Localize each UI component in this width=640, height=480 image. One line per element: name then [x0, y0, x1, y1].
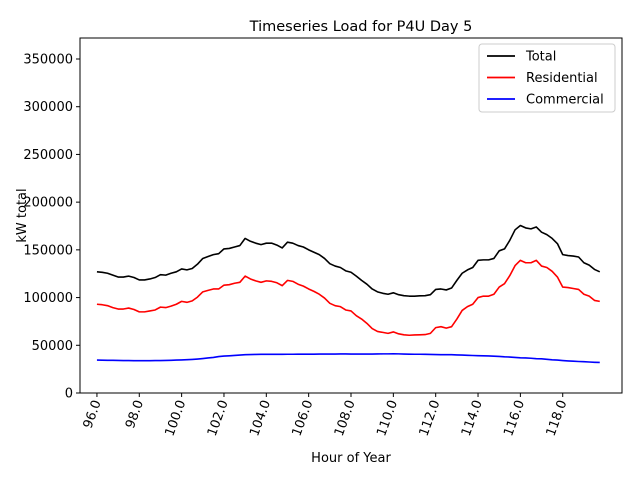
- x-axis-label: Hour of Year: [311, 451, 391, 466]
- x-tick-label: 116.0: [501, 398, 528, 438]
- y-tick-label: 300000: [23, 100, 73, 115]
- y-axis: 0 50000 100000 150000 200000 250000 300000 3500…: [23, 52, 80, 402]
- y-tick-label: 150000: [23, 243, 73, 258]
- x-tick-label: 100.0: [163, 398, 190, 438]
- legend-box: [478, 43, 616, 113]
- x-tick-label: 102.0: [205, 398, 232, 438]
- y-tick-label: 0: [65, 387, 73, 402]
- x-tick-label: 114.0: [459, 398, 486, 438]
- series-line-commercial: [96, 352, 600, 364]
- y-axis-label: kW total: [15, 188, 30, 242]
- plot-area: [96, 224, 601, 364]
- x-axis: 96.0 98.0 100.0 102.0 104.0 106.0 108.0 110.0 11…: [81, 393, 571, 438]
- x-tick-label: 118.0: [544, 398, 571, 438]
- x-tick-label: 108.0: [332, 398, 359, 438]
- series-line-total: [96, 224, 601, 297]
- legend-label-total: Total: [525, 50, 556, 65]
- x-tick-label: 110.0: [374, 398, 401, 438]
- legend: Total Residential Commercial: [478, 43, 616, 113]
- x-tick-label: 106.0: [290, 398, 317, 438]
- y-tick-label: 350000: [23, 52, 73, 67]
- y-tick-label: 200000: [23, 196, 73, 211]
- x-tick-label: 104.0: [247, 398, 274, 438]
- series-line-residential: [96, 259, 600, 337]
- x-tick-label: 98.0: [123, 398, 147, 430]
- legend-label-residential: Residential: [526, 71, 598, 86]
- x-tick-label: 96.0: [81, 398, 105, 430]
- y-tick-label: 100000: [23, 291, 73, 306]
- y-tick-label: 250000: [23, 148, 73, 163]
- chart-title: Timeseries Load for P4U Day 5: [249, 19, 473, 35]
- legend-label-commercial: Commercial: [526, 93, 604, 108]
- x-tick-label: 112.0: [417, 398, 444, 438]
- y-tick-label: 50000: [32, 339, 73, 354]
